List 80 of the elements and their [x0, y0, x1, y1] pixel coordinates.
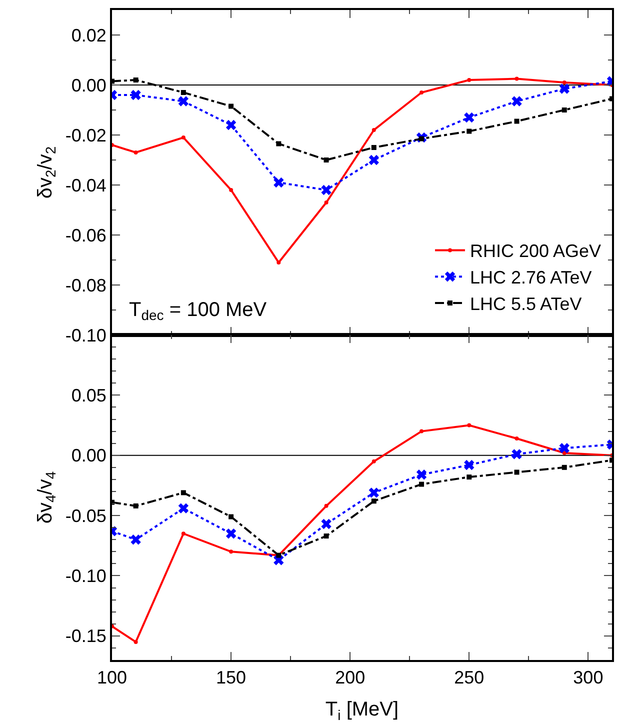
point: [514, 470, 520, 475]
point: [276, 141, 282, 146]
y-tick-label: 0.05: [71, 385, 106, 406]
point: [512, 96, 522, 106]
point: [371, 498, 376, 504]
point: [368, 154, 379, 166]
point: [419, 482, 424, 487]
point: [274, 177, 284, 188]
x-tick-label: 200: [335, 668, 366, 688]
annotation: T$_{dec}$ = 100 MeV: [129, 299, 268, 324]
point: [228, 104, 234, 109]
x-tick-label: 250: [454, 668, 484, 688]
point: [562, 108, 567, 112]
point: [228, 514, 234, 520]
point: [467, 423, 472, 428]
point: [416, 470, 427, 480]
legend-label: RHIC 200 AGeV: [470, 241, 602, 262]
point: [324, 534, 329, 539]
y-tick-label: -0.08: [65, 275, 106, 296]
point: [180, 490, 186, 496]
line-series: [112, 76, 612, 264]
point: [178, 503, 189, 514]
y-tick-label: -0.04: [65, 175, 106, 196]
point: [181, 532, 186, 536]
x-tick-label: 300: [573, 668, 604, 688]
legend-label: LHC 5.5 ATeV: [470, 294, 582, 314]
line-series: [112, 78, 612, 162]
point: [226, 528, 236, 539]
point: [420, 90, 424, 94]
point: [368, 488, 379, 498]
point: [226, 120, 236, 130]
point: [324, 200, 328, 204]
point: [514, 118, 520, 124]
point: [133, 78, 138, 82]
y-tick-label: 0.02: [71, 25, 106, 46]
y-tick-label: -0.15: [65, 626, 106, 646]
line-series: [112, 423, 612, 644]
y-tick-label: -0.10: [65, 566, 106, 586]
x-tick-label: 100: [96, 668, 128, 688]
point: [420, 429, 424, 434]
point: [324, 158, 329, 162]
point: [562, 464, 567, 470]
point: [464, 460, 474, 470]
point: [372, 128, 376, 132]
y-tick-label: -0.10: [65, 325, 106, 346]
point: [324, 504, 328, 508]
point: [466, 474, 472, 480]
point: [276, 260, 281, 264]
point: [559, 443, 570, 454]
point: [178, 96, 189, 106]
point: [130, 534, 141, 545]
x-axis-title: T$_{i}$ [MeV]: [325, 698, 399, 723]
point: [133, 503, 138, 508]
point: [181, 136, 186, 140]
point: [372, 459, 376, 464]
point: [180, 90, 186, 95]
point: [321, 184, 332, 196]
y-tick-label: -0.06: [65, 225, 106, 246]
point: [229, 188, 234, 192]
point: [464, 112, 474, 123]
y-tick-label: 0.00: [71, 446, 106, 466]
point: [130, 90, 141, 100]
point: [512, 449, 522, 460]
point: [514, 436, 519, 441]
point: [559, 84, 570, 94]
y-tick-label: -0.05: [65, 506, 106, 526]
point: [562, 450, 566, 455]
point: [134, 640, 138, 644]
point: [371, 145, 376, 150]
point: [467, 78, 472, 82]
point: [562, 80, 566, 84]
point: [229, 550, 234, 554]
x-tick-label: 150: [216, 668, 246, 688]
point: [514, 76, 519, 81]
legend-label: LHC 2.76 ATeV: [470, 268, 592, 288]
point: [321, 518, 332, 530]
y-tick-label: -0.02: [65, 125, 106, 146]
point: [466, 128, 472, 134]
point: [134, 150, 138, 154]
y-tick-label: 0.00: [71, 75, 106, 96]
